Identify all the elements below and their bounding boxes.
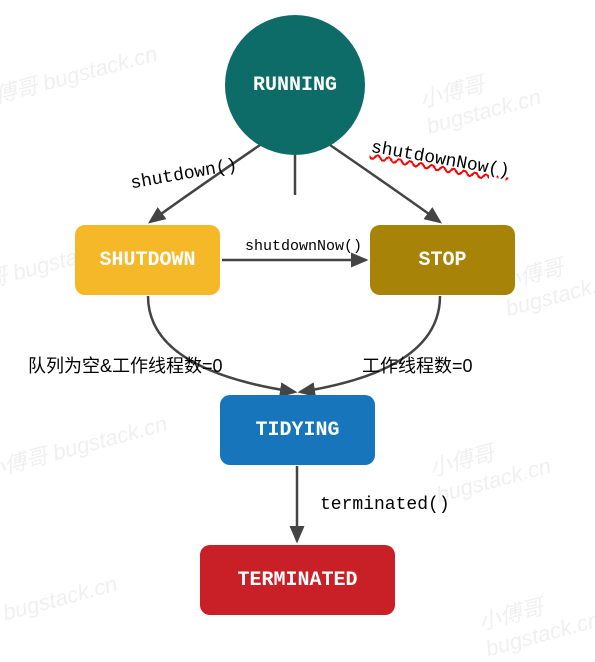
watermark: 小傅哥 bugstack.cn (474, 576, 595, 662)
node-tidying: TIDYING (220, 395, 375, 465)
node-label: SHUTDOWN (99, 249, 195, 272)
edge-label-shutdownnow-top: shutdownNow() (369, 138, 511, 182)
watermark: 小傅哥 bugstack.cn (415, 38, 595, 139)
node-label: TIDYING (255, 419, 339, 442)
node-terminated: TERMINATED (200, 545, 395, 615)
watermark: 小傅哥 bugstack.cn (0, 406, 170, 486)
watermark: 小傅哥 bugstack.cn (425, 410, 595, 509)
edge-label-terminated: terminated() (320, 495, 450, 515)
node-label: TERMINATED (237, 569, 357, 592)
node-running: RUNNING (225, 15, 365, 155)
node-shutdown: SHUTDOWN (75, 225, 220, 295)
watermark: 小傅哥 bugstack.cn (0, 36, 160, 116)
edge-label-text: shutdownNow() (369, 138, 511, 182)
edge-label-workers-zero: 工作线程数=0 (362, 352, 473, 378)
edge-label-shutdownnow-mid: shutdownNow() (245, 238, 362, 255)
node-stop: STOP (370, 225, 515, 295)
node-label: RUNNING (253, 74, 337, 97)
edge-label-queue-empty: 队列为空&工作线程数=0 (28, 352, 223, 378)
edge-label-shutdown: shutdown() (129, 156, 239, 194)
node-label: STOP (418, 249, 466, 272)
watermark: 小傅哥 bugstack.cn (0, 566, 120, 646)
